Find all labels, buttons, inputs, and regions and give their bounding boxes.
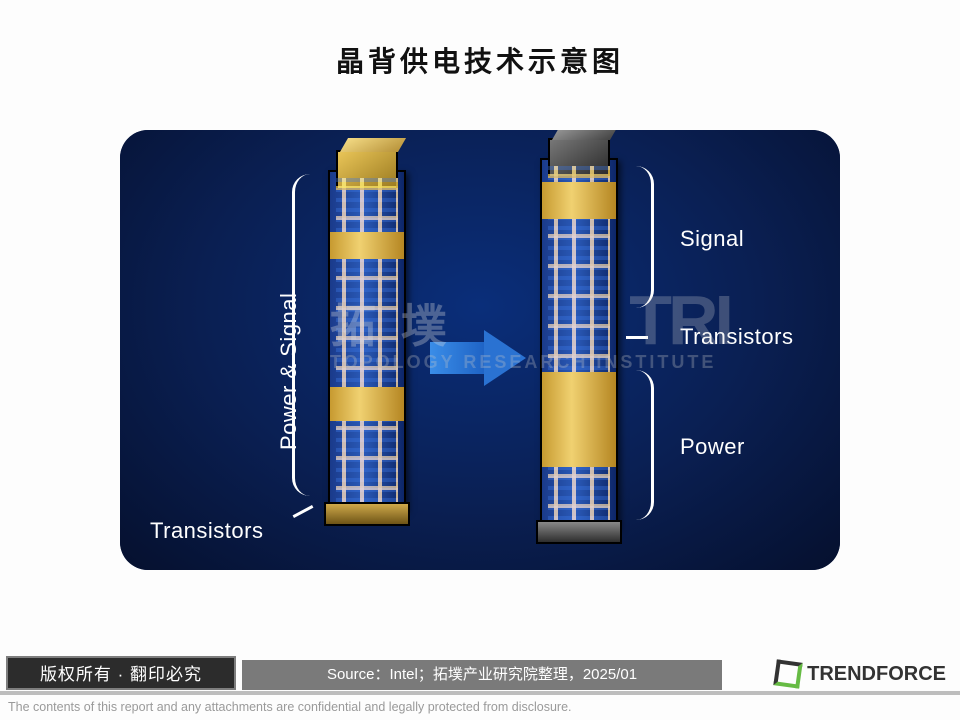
right-pillar-base (536, 520, 622, 544)
arrow-icon (430, 330, 530, 386)
left-transistors-label: Transistors (150, 518, 263, 544)
left-pillar-texture-gold (336, 178, 398, 502)
right-brace-power (628, 370, 654, 520)
right-gold-band-2 (542, 372, 616, 467)
left-gold-band-2 (330, 387, 404, 421)
brand-mark-icon (775, 661, 801, 687)
copyright-badge: 版权所有 · 翻印必究 (6, 656, 236, 690)
page-title: 晶背供电技术示意图 (0, 0, 960, 80)
left-pillar (328, 170, 406, 510)
right-brace-signal (628, 166, 654, 308)
right-signal-label: Signal (680, 226, 744, 252)
right-pillar (540, 158, 618, 528)
arrow-head (484, 330, 526, 386)
left-pillar-base (324, 502, 410, 526)
right-gold-band-1 (542, 182, 616, 219)
brand-logo: TRENDFORCE (775, 658, 946, 690)
diagram-panel: Power & Signal Transistors Signal Transi… (120, 130, 840, 570)
left-brace-label: Power & Signal (276, 293, 302, 450)
arrow-shaft (430, 342, 486, 374)
right-transistors-label: Transistors (680, 324, 793, 350)
left-gold-band-1 (330, 232, 404, 259)
slide: 晶背供电技术示意图 Power & Signal Transistors (0, 0, 960, 720)
right-power-label: Power (680, 434, 745, 460)
source-line: Source：Intel；拓墣产业研究院整理，2025/01 (242, 660, 722, 690)
right-transistor-tick (626, 336, 648, 339)
brand-text: TRENDFORCE (807, 663, 946, 686)
disclaimer-text: The contents of this report and any atta… (8, 700, 952, 714)
